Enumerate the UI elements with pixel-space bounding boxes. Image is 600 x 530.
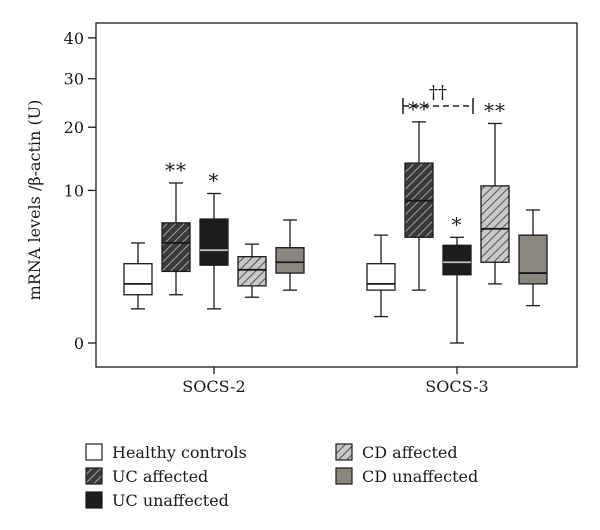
y-tick-label: 10 <box>64 181 84 200</box>
box-socs-3-healthy-controls <box>366 234 396 318</box>
box-socs-3-cd-unaffected <box>518 209 548 307</box>
legend-item: CD affected <box>335 443 458 462</box>
box-iqr <box>199 218 229 266</box>
box-iqr <box>275 247 305 274</box>
legend-label: UC affected <box>112 467 208 486</box>
x-tick-label: SOCS-3 <box>425 377 488 396</box>
box-socs-3-uc-affected <box>404 121 434 291</box>
y-tick-label: 40 <box>64 29 84 48</box>
y-axis-label: mRNA levels /β-actin (U) <box>25 100 44 301</box>
significance-marker: ** <box>165 158 187 182</box>
box-socs-2-uc-unaffected <box>199 192 229 310</box>
legend-swatch <box>335 443 353 461</box>
box-series <box>123 121 548 344</box>
box-socs-3-cd-affected <box>480 122 510 285</box>
legend: Healthy controls UC affected UC unaffected… <box>85 443 478 510</box>
comparison-label: †† <box>429 82 447 103</box>
box-iqr <box>123 263 153 296</box>
box-iqr <box>237 256 267 287</box>
y-tick-label: 30 <box>64 70 84 89</box>
significance-annotations: ** ******†† <box>165 82 506 236</box>
box-iqr <box>366 263 396 291</box>
significance-marker: * <box>452 212 463 236</box>
box-iqr <box>442 244 472 276</box>
legend-item: Healthy controls <box>85 443 247 462</box>
legend-label: UC unaffected <box>112 491 229 510</box>
box-iqr <box>518 234 548 285</box>
box-iqr <box>480 185 510 263</box>
legend-item: UC affected <box>85 467 208 486</box>
box-iqr <box>161 222 191 273</box>
box-socs-2-cd-affected <box>237 243 267 298</box>
box-socs-2-healthy-controls <box>123 242 153 310</box>
plot-area-frame <box>95 22 578 368</box>
y-axis: 0 10 20 30 40 <box>64 29 96 353</box>
legend-swatch <box>85 443 103 461</box>
box-socs-2-cd-unaffected <box>275 219 305 291</box>
y-tick-label: 20 <box>64 118 84 137</box>
legend-label: CD unaffected <box>362 467 478 486</box>
legend-label: CD affected <box>362 443 458 462</box>
x-axis: SOCS-2 SOCS-3 <box>182 367 489 396</box>
significance-marker: ** <box>408 97 430 121</box>
box-socs-2-uc-affected <box>161 182 191 296</box>
y-tick-label: 0 <box>74 334 84 353</box>
legend-item: UC unaffected <box>85 491 229 510</box>
box-socs-3-uc-unaffected <box>442 236 472 344</box>
significance-marker: ** <box>484 98 506 122</box>
x-tick-label: SOCS-2 <box>182 377 245 396</box>
legend-swatch <box>335 467 353 485</box>
significance-marker: * <box>209 169 220 193</box>
legend-swatch <box>85 467 103 485</box>
legend-item: CD unaffected <box>335 467 478 486</box>
legend-label: Healthy controls <box>112 443 247 462</box>
legend-swatch <box>85 491 103 509</box>
